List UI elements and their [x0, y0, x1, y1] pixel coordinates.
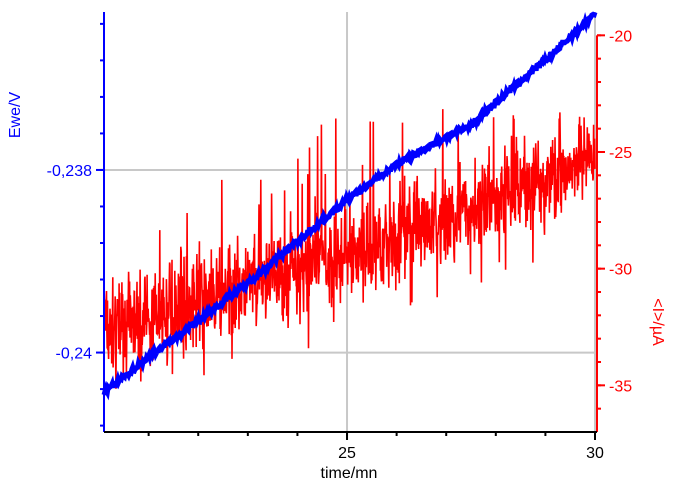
right-tick-label: -20: [609, 28, 632, 45]
axes: -0,238 -0,24 -20 -25 -30 -35 25 30: [47, 12, 633, 462]
left-tick-label: -0,24: [56, 346, 93, 363]
x-tick-label: 25: [338, 445, 356, 462]
right-axis-label: <I>/µA: [649, 298, 666, 346]
left-tick-label: -0,238: [47, 163, 92, 180]
x-tick-label: 30: [586, 445, 604, 462]
right-tick-label: -35: [609, 378, 632, 395]
left-axis-label: Ewe/V: [7, 92, 24, 139]
right-tick-label: -25: [609, 145, 632, 162]
x-axis-label: time/mn: [321, 465, 378, 482]
right-tick-label: -30: [609, 262, 632, 279]
